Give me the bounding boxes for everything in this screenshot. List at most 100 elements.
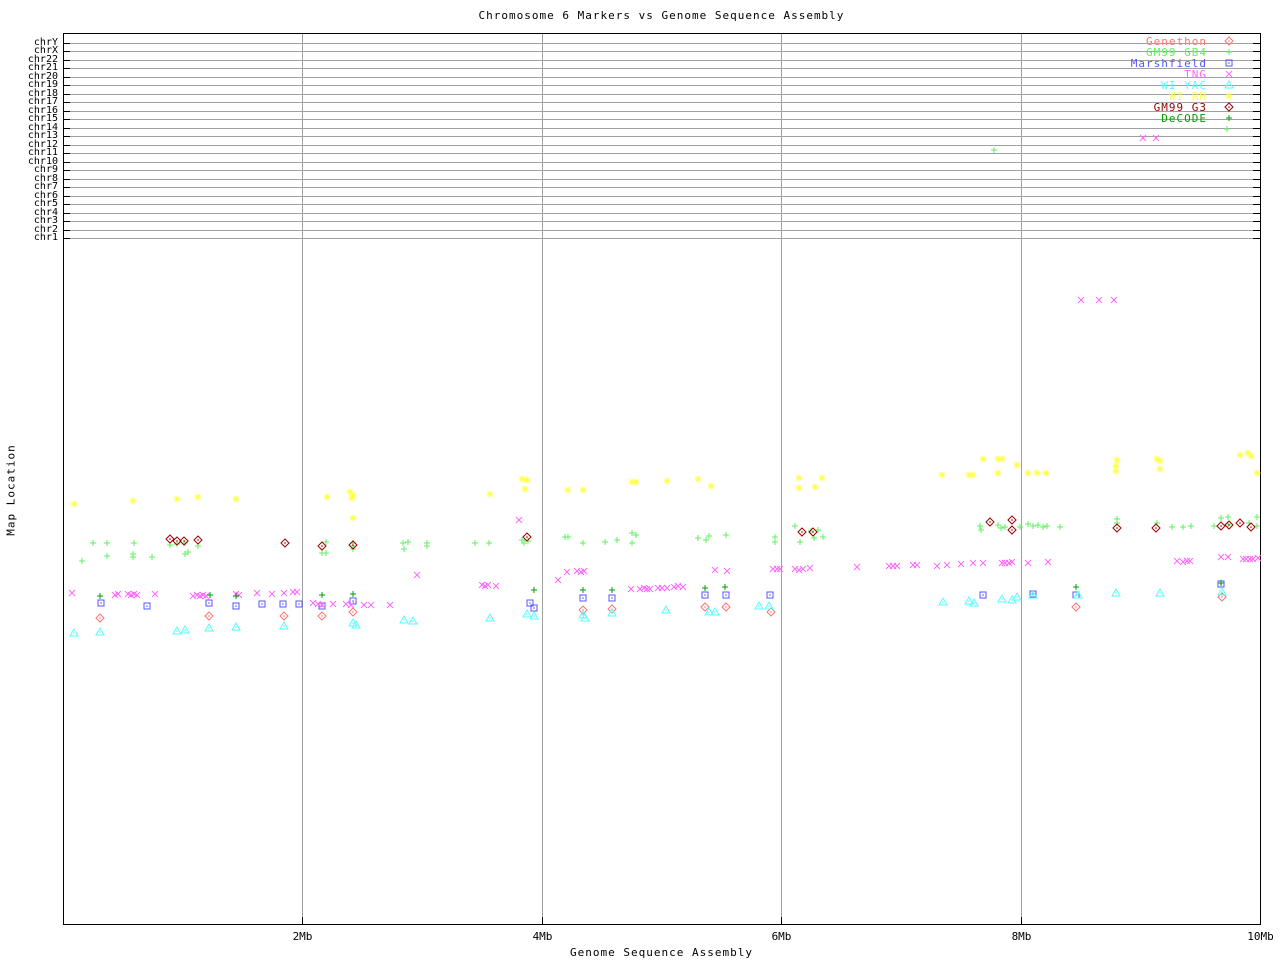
point-wi-yac <box>279 620 289 630</box>
point-wi-yac <box>710 606 720 616</box>
point-tng <box>1186 557 1194 565</box>
point-gm99-gb4 <box>401 546 407 552</box>
point-wi-rh <box>1024 469 1032 477</box>
point-wi-yac <box>1012 591 1022 601</box>
point-tng <box>1152 134 1160 142</box>
point-gm99-gb4 <box>521 540 527 546</box>
point-wi-yac <box>997 593 1007 603</box>
y-tick-label: chr2 <box>33 224 58 235</box>
point-tng <box>318 601 326 609</box>
x-tick-label: 6Mb <box>771 930 792 943</box>
point-wi-yac <box>522 608 532 618</box>
point-gm99-gb4 <box>1254 514 1260 520</box>
point-genethon <box>95 613 105 623</box>
point-tng <box>280 589 288 597</box>
y-tick-label: chr19 <box>27 79 58 90</box>
point-gm99-gb4 <box>998 525 1004 531</box>
point-tng <box>913 561 921 569</box>
x-tick-label: 2Mb <box>292 930 313 943</box>
point-gm99-gb4 <box>90 540 96 546</box>
y-tick-label: chr16 <box>27 105 58 116</box>
point-gm99-gb4 <box>405 539 411 545</box>
point-wi-yac <box>661 604 671 614</box>
point-wi-rh <box>486 490 494 498</box>
point-wi-rh <box>1156 457 1164 465</box>
point-tng <box>1024 559 1032 567</box>
point-gm99-g3 <box>797 527 807 537</box>
point-tng <box>1224 553 1232 561</box>
y-tick-label: chrY <box>33 37 58 48</box>
point-tng <box>202 592 210 600</box>
point-gm99-g3 <box>280 538 290 548</box>
point-wi-rh <box>1112 467 1120 475</box>
point-genethon <box>279 611 289 621</box>
point-tng <box>795 566 803 574</box>
point-wi-rh <box>694 475 702 483</box>
point-gm99-g3 <box>1007 525 1017 535</box>
point-gm99-gb4 <box>104 553 110 559</box>
point-gm99-gb4 <box>815 527 821 533</box>
point-gm99-gb4 <box>808 528 814 534</box>
point-gm99-gb4 <box>565 534 571 540</box>
legend-label: TNG <box>1184 68 1207 81</box>
point-decode <box>609 587 615 593</box>
point-gm99-g3 <box>1235 518 1245 528</box>
point-wi-yac <box>1155 587 1165 597</box>
x-axis-label: Genome Sequence Assembly <box>570 946 753 959</box>
point-tng <box>1217 553 1225 561</box>
point-gm99-g3 <box>348 540 358 550</box>
point-gm99-gb4 <box>1211 523 1217 529</box>
legend-label: DeCODE <box>1161 112 1207 125</box>
point-gm99-gb4 <box>424 543 430 549</box>
legend-label: GM99 G3 <box>1153 101 1207 114</box>
point-tng <box>893 562 901 570</box>
x-tick-label: 8Mb <box>1011 930 1032 943</box>
point-wi-yac <box>95 626 105 636</box>
point-gm99-gb4 <box>977 523 983 529</box>
point-gm99-gb4 <box>995 522 1001 528</box>
point-wi-yac <box>399 614 409 624</box>
point-gm99-gb4 <box>486 540 492 546</box>
point-gm99-gb4 <box>400 540 406 546</box>
y-tick-label: chr6 <box>33 190 58 201</box>
point-decode <box>702 585 708 591</box>
point-wi-rh <box>564 486 572 494</box>
point-marshfield <box>97 599 105 607</box>
point-marshfield <box>579 594 587 602</box>
point-gm99-gb4 <box>703 537 709 543</box>
point-tng <box>314 600 322 608</box>
y-tick-label: chr13 <box>27 130 58 141</box>
point-tng <box>554 576 562 584</box>
point-gm99-gb4 <box>1035 522 1041 528</box>
point-gm99-g3 <box>317 541 327 551</box>
point-tng <box>253 589 261 597</box>
point-tng <box>367 601 375 609</box>
y-tick-label: chr18 <box>27 88 58 99</box>
point-wi-rh <box>795 484 803 492</box>
point-tng <box>1110 296 1118 304</box>
y-tick-label: chr17 <box>27 96 58 107</box>
point-wi-rh <box>994 469 1002 477</box>
point-tng <box>1008 558 1016 566</box>
y-tick-label: chr9 <box>33 164 58 175</box>
point-tng <box>957 560 965 568</box>
point-wi-yac <box>1111 587 1121 597</box>
point-genethon <box>700 602 710 612</box>
y-tick-label: chrX <box>33 45 58 56</box>
point-gm99-gb4 <box>1002 524 1008 530</box>
chart-title: Chromosome 6 Markers vs Genome Sequence … <box>478 9 845 22</box>
point-tng <box>189 592 197 600</box>
point-genethon <box>348 607 358 617</box>
point-decode <box>580 587 586 593</box>
point-wi-rh <box>811 483 819 491</box>
y-tick-label: chr7 <box>33 181 58 192</box>
point-marshfield <box>295 600 303 608</box>
y-tick-label: chr10 <box>27 156 58 167</box>
point-marshfield <box>143 602 151 610</box>
point-wi-yac <box>408 615 418 625</box>
point-marshfield <box>701 591 709 599</box>
point-wi-yac <box>172 625 182 635</box>
point-tng <box>360 601 368 609</box>
point-tng <box>492 582 500 590</box>
point-wi-rh <box>1253 469 1261 477</box>
